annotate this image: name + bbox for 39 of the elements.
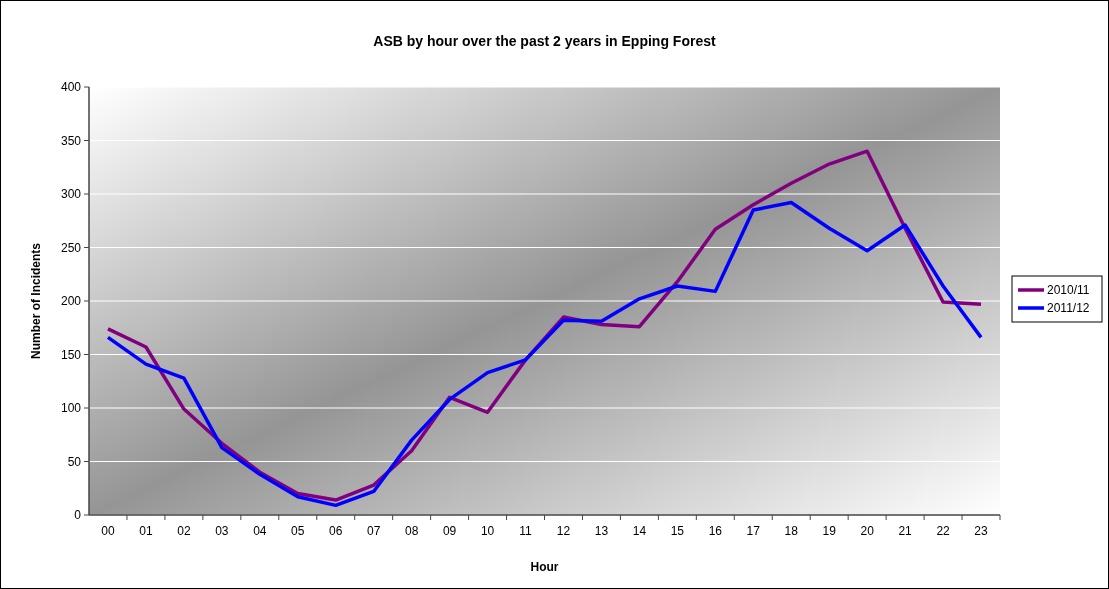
- x-axis-title: Hour: [530, 560, 559, 574]
- x-tick-label: 10: [480, 524, 495, 538]
- y-tick-label: 300: [60, 187, 82, 202]
- legend-label: 2011/12: [1047, 301, 1090, 316]
- line-series: [106, 200, 983, 508]
- x-tick-label: 01: [139, 524, 153, 538]
- x-tick-label: 23: [974, 524, 989, 538]
- x-tick-label: 14: [632, 524, 647, 538]
- x-tick-label: 13: [594, 524, 609, 538]
- y-tick-label: 150: [60, 347, 82, 362]
- y-tick-label: 350: [60, 133, 82, 148]
- x-tick-label: 16: [708, 524, 723, 538]
- legend-label: 2010/11: [1047, 283, 1090, 298]
- x-tick-label: 11: [519, 524, 533, 538]
- x-tick-label: 19: [822, 524, 837, 538]
- x-tick-label: 12: [556, 524, 571, 538]
- x-tick-label: 15: [670, 524, 685, 538]
- x-tick-label: 08: [404, 524, 419, 538]
- x-tick-label: 09: [442, 524, 457, 538]
- x-tick-label: 21: [898, 524, 913, 538]
- y-tick-label: 50: [67, 454, 82, 469]
- y-axis-title: Number of Incidents: [29, 242, 43, 360]
- x-tick-label: 17: [746, 524, 761, 538]
- x-tick-label: 18: [784, 524, 799, 538]
- x-tick-label: 06: [329, 524, 343, 538]
- x-tick-label: 02: [177, 524, 191, 538]
- x-tick-label: 00: [101, 524, 115, 538]
- x-tick-label: 20: [860, 524, 875, 538]
- x-tick-label: 05: [291, 524, 305, 538]
- y-tick-label: 250: [60, 240, 82, 255]
- y-tick-label: 200: [60, 294, 82, 309]
- y-tick-label: 0: [74, 508, 82, 523]
- x-tick-label: 07: [367, 524, 381, 538]
- y-tick-label: 400: [60, 80, 82, 95]
- y-tick-label: 100: [60, 401, 82, 416]
- x-tick-label: 04: [253, 524, 267, 538]
- chart-title: ASB by hour over the past 2 years in Epping Forest: [373, 33, 716, 49]
- x-tick-label: 03: [215, 524, 229, 538]
- x-tick-label: 22: [936, 524, 951, 538]
